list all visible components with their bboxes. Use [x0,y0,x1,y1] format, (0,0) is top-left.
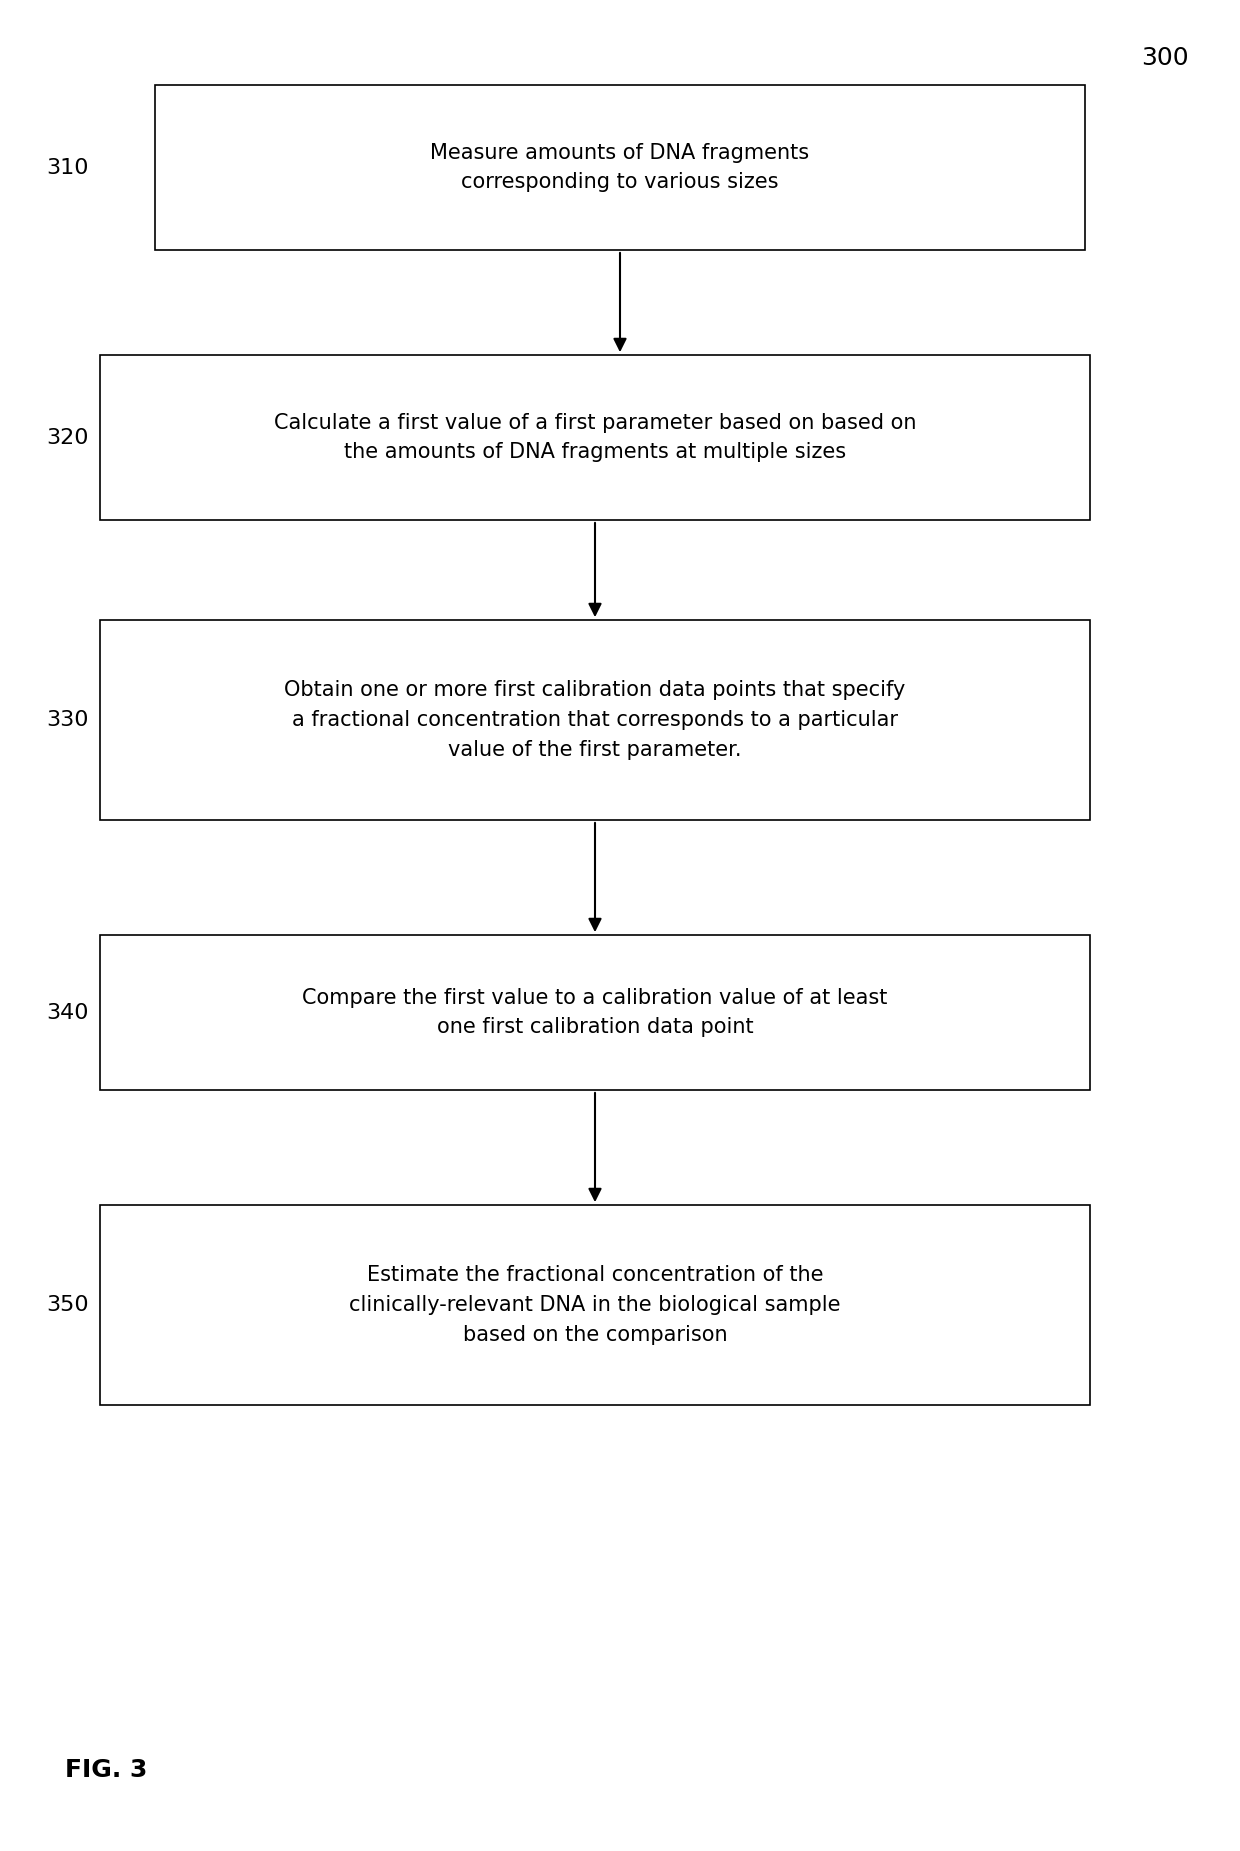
Text: Measure amounts of DNA fragments
corresponding to various sizes: Measure amounts of DNA fragments corresp… [430,143,810,193]
Text: 330: 330 [47,711,89,729]
Text: Compare the first value to a calibration value of at least
one first calibration: Compare the first value to a calibration… [303,988,888,1037]
Text: 310: 310 [47,157,89,178]
Text: Calculate a first value of a first parameter based on based on
the amounts of DN: Calculate a first value of a first param… [274,413,916,463]
Text: Estimate the fractional concentration of the
clinically-relevant DNA in the biol: Estimate the fractional concentration of… [350,1266,841,1344]
Bar [155,85,1085,250]
Text: 340: 340 [47,1003,89,1022]
Bar [100,1205,1090,1405]
Text: 320: 320 [47,428,89,448]
Text: 350: 350 [47,1296,89,1314]
Bar [100,355,1090,520]
Bar [100,620,1090,820]
Text: FIG. 3: FIG. 3 [64,1758,148,1783]
Text: Obtain one or more first calibration data points that specify
a fractional conce: Obtain one or more first calibration dat… [284,681,905,759]
Text: 300: 300 [1141,46,1189,70]
Bar [100,935,1090,1090]
